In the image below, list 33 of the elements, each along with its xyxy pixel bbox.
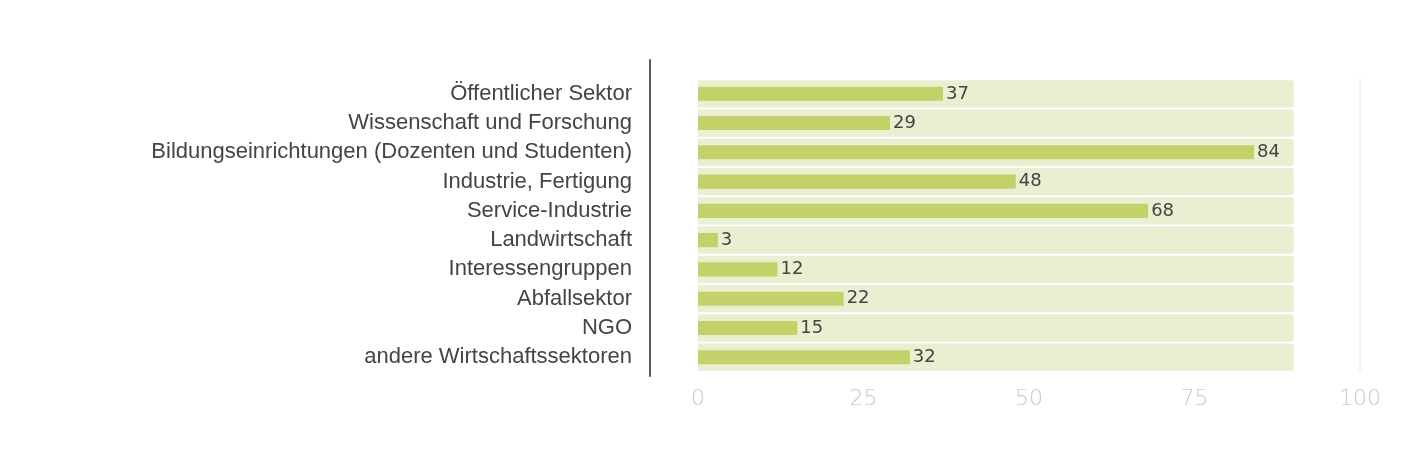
y-tick-label: Service-Industrie — [466, 196, 632, 222]
bar — [698, 203, 1149, 218]
bar — [698, 314, 1294, 342]
y-tick-label: Öffentlicher Sektor — [450, 79, 632, 105]
data-label: 37 — [945, 81, 969, 103]
bar — [698, 86, 943, 101]
bar — [698, 320, 798, 335]
data-label: 48 — [1018, 169, 1042, 191]
bar — [698, 174, 1016, 189]
bar — [698, 350, 910, 365]
bar — [698, 233, 718, 248]
data-label: 15 — [800, 315, 824, 337]
bar — [698, 255, 1294, 283]
bar — [698, 116, 890, 131]
y-tick-label: Industrie, Fertigung — [442, 167, 632, 193]
y-tick-label: Interessengruppen — [448, 255, 632, 281]
y-tick-label: Abfallsektor — [517, 284, 632, 310]
bar — [698, 291, 844, 306]
y-tick-label: andere Wirtschaftssektoren — [364, 343, 632, 369]
y-tick-label: Landwirtschaft — [490, 226, 632, 252]
bar — [698, 226, 1294, 254]
bar — [698, 145, 1255, 160]
data-label: 32 — [912, 344, 936, 366]
data-label: 29 — [892, 110, 916, 132]
y-tick-label: Bildungseinrichtungen (Dozenten und Studenten) — [151, 138, 632, 164]
data-label: 22 — [846, 286, 870, 308]
y-tick-label: NGO — [581, 313, 632, 339]
data-label: 3 — [720, 227, 733, 249]
data-label: 84 — [1257, 140, 1280, 162]
bar — [698, 262, 778, 277]
y-tick-label: Wissenschaft und Forschung — [348, 109, 632, 135]
data-label: 12 — [780, 257, 804, 279]
data-label: 68 — [1151, 198, 1175, 220]
